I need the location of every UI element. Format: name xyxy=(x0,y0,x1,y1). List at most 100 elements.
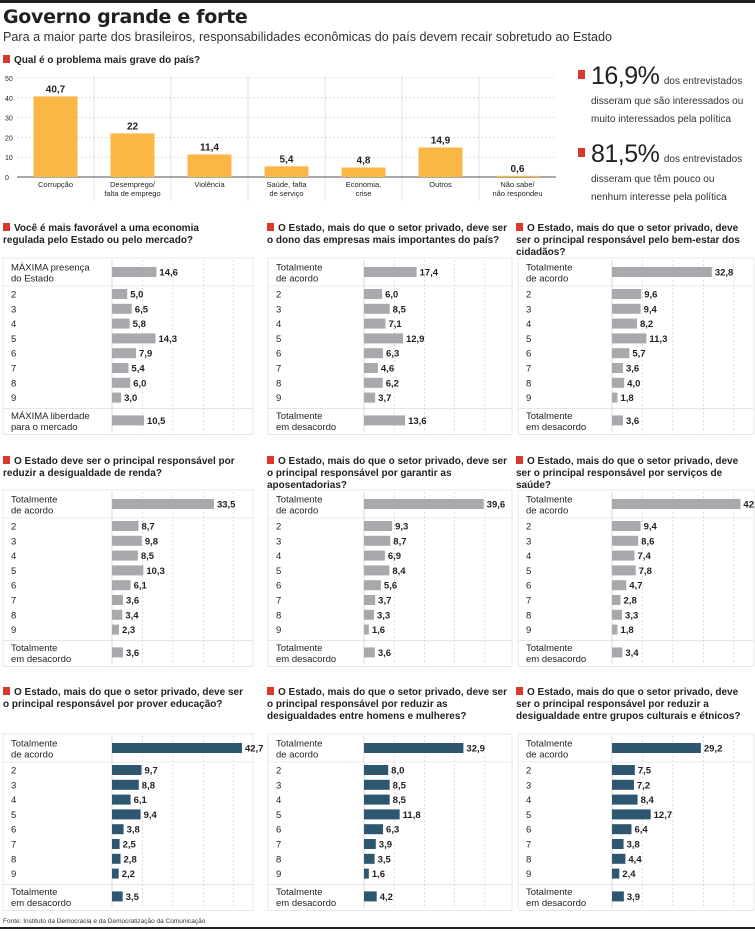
bar-value-label: 9,4 xyxy=(644,304,658,315)
section-title-saude: O Estado, mais do que o setor privado, d… xyxy=(516,456,754,492)
bar-value-label: 7,2 xyxy=(637,780,650,791)
bar xyxy=(364,363,378,373)
category-label: 5 xyxy=(526,810,531,821)
bar xyxy=(612,779,634,790)
bar xyxy=(612,853,626,864)
bar-value-label: 6,3 xyxy=(386,825,399,836)
bar-value-label: 6,1 xyxy=(134,581,148,592)
bar xyxy=(364,595,376,605)
category-label: 2 xyxy=(276,522,281,533)
bar xyxy=(112,318,130,329)
category-label: 5 xyxy=(11,334,16,345)
section-title-text: O Estado, mais do que o setor privado, d… xyxy=(267,456,507,491)
stat-marker-icon xyxy=(578,148,585,157)
section-title-problema: Qual é o problema mais grave do país? xyxy=(3,55,200,67)
bar-value-label: 3,7 xyxy=(378,596,391,607)
bar-value-label: 3,6 xyxy=(126,596,139,607)
bar-value-label: 8,5 xyxy=(393,304,407,315)
stat-text: dos entrevistados disseram que são inter… xyxy=(591,76,744,125)
category-label: 3 xyxy=(276,304,281,315)
bar-value-label: 42,2 xyxy=(743,500,755,511)
y-tick-label: 0 xyxy=(5,175,9,182)
bar-value-label: 39,6 xyxy=(487,500,506,511)
bar-value-label: 9,6 xyxy=(644,290,657,301)
category-label: em desacordo xyxy=(526,422,586,433)
bar xyxy=(112,550,138,561)
category-label: 7 xyxy=(276,596,281,607)
category-label: em desacordo xyxy=(276,654,336,665)
bar-value-label: 5,8 xyxy=(133,319,146,330)
section-marker-icon xyxy=(3,223,10,231)
category-label: 2 xyxy=(526,522,531,533)
bar-value-label: 3,8 xyxy=(127,825,140,836)
category-label: 6 xyxy=(526,349,531,360)
bar xyxy=(364,839,376,849)
section-marker-icon xyxy=(267,687,274,695)
bar xyxy=(112,499,214,509)
bar xyxy=(364,289,383,299)
bar-value-label: 8,5 xyxy=(393,795,407,806)
category-label: do Estado xyxy=(11,274,54,285)
bar xyxy=(364,624,369,635)
category-label: 8 xyxy=(11,610,16,621)
category-label: 9 xyxy=(276,869,281,880)
bar xyxy=(612,535,639,546)
bottom-rule xyxy=(0,927,755,929)
bar-value-label: 4,0 xyxy=(627,378,640,389)
category-label: Totalmente xyxy=(526,643,572,654)
bar-value-label: 3,3 xyxy=(625,610,638,621)
bar xyxy=(33,96,78,177)
bar xyxy=(112,303,132,314)
category-label: 2 xyxy=(11,522,16,533)
category-label: 6 xyxy=(276,825,281,836)
bar xyxy=(364,392,376,403)
section-marker-icon xyxy=(267,456,274,464)
x-tick-label: de serviço xyxy=(269,189,303,198)
category-label: 9 xyxy=(526,869,531,880)
category-label: 7 xyxy=(11,596,16,607)
stat-value: 16,9% xyxy=(591,62,660,90)
bar xyxy=(612,743,701,753)
bar xyxy=(612,289,642,299)
bar xyxy=(112,824,124,835)
bar-value-label: 5,4 xyxy=(131,364,145,375)
bar-value-label: 5,6 xyxy=(384,581,397,592)
stat-desinteressados: 81,5% dos entrevistados disseram que têm… xyxy=(578,140,753,205)
category-label: 8 xyxy=(11,854,16,865)
bar-value-label: 6,3 xyxy=(386,349,399,360)
x-tick-label: Economia, xyxy=(346,180,381,189)
category-label: 4 xyxy=(11,319,16,330)
section-marker-icon xyxy=(267,223,274,231)
x-tick-label: Não sabe/ xyxy=(500,180,535,189)
y-tick-label: 10 xyxy=(5,155,13,162)
section-title-text: O Estado, mais do que o setor privado, d… xyxy=(516,687,741,722)
bar xyxy=(364,809,400,820)
category-label: 2 xyxy=(276,290,281,301)
bar xyxy=(612,868,620,879)
category-label: Totalmente xyxy=(11,887,57,898)
category-label: de acordo xyxy=(526,506,568,517)
bar xyxy=(612,765,635,775)
category-label: 9 xyxy=(526,393,531,404)
category-label: em desacordo xyxy=(276,422,336,433)
category-label: Totalmente xyxy=(276,887,322,898)
category-label: de acordo xyxy=(526,274,568,285)
bar-value-label: 9,7 xyxy=(145,766,158,777)
bar-value-label: 4,7 xyxy=(629,581,642,592)
x-tick-label: falta de emprego xyxy=(104,189,160,198)
bar-value-label: 29,2 xyxy=(704,744,723,755)
bar xyxy=(612,794,638,805)
category-label: 8 xyxy=(276,378,281,389)
bar xyxy=(112,794,131,805)
panel-frame xyxy=(517,257,755,435)
category-label: Totalmente xyxy=(276,411,322,422)
section-marker-icon xyxy=(516,223,523,231)
section-title-text: Qual é o problema mais grave do país? xyxy=(14,55,201,66)
bar xyxy=(112,839,120,849)
category-label: 9 xyxy=(11,393,16,404)
bar-value-label: 7,9 xyxy=(139,349,152,360)
section-title-aposentadorias: O Estado, mais do que o setor privado, d… xyxy=(267,456,507,492)
category-label: 7 xyxy=(276,840,281,851)
bar xyxy=(364,415,406,426)
